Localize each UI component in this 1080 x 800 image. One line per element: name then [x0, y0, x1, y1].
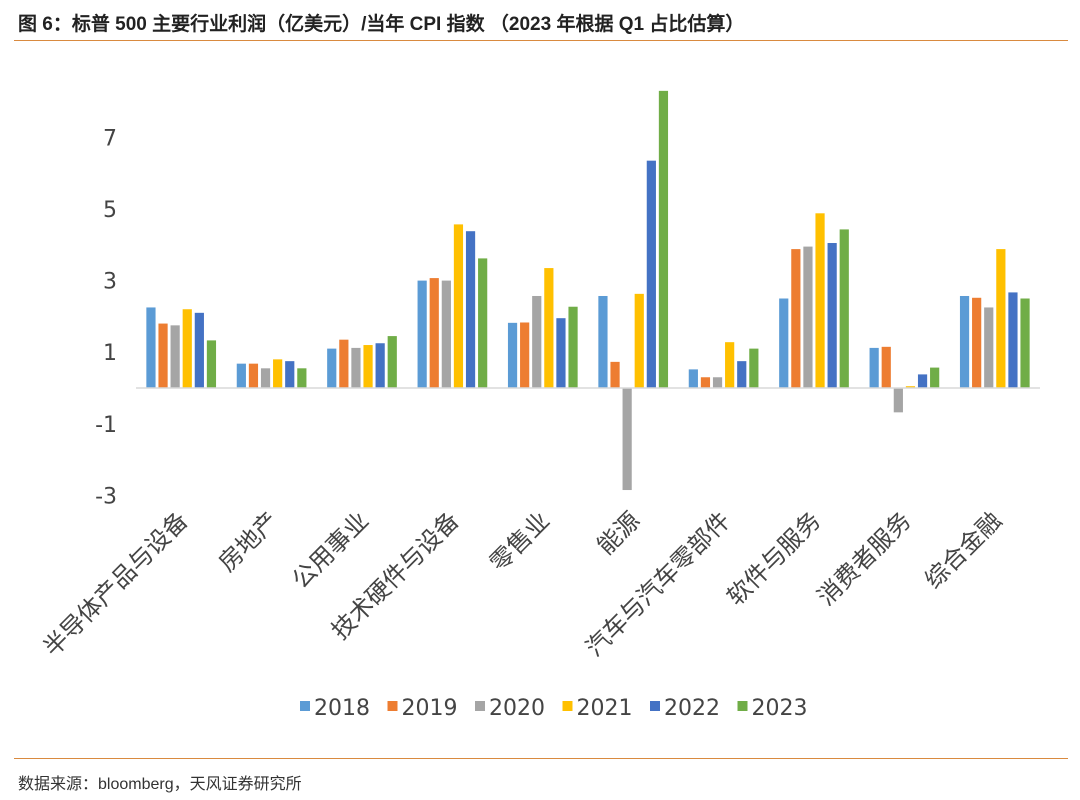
bar-2018-1 — [236, 363, 246, 388]
title-divider — [14, 40, 1068, 41]
bar-2018-4 — [507, 322, 518, 388]
bar-2018-6 — [688, 369, 698, 388]
bar-2022-7 — [827, 243, 837, 388]
x-category-label: 综合金融 — [919, 506, 1007, 594]
bar-2023-8 — [930, 367, 940, 388]
bar-2019-9 — [972, 297, 982, 388]
y-tick-label: 5 — [103, 198, 117, 223]
y-tick-label: 3 — [103, 270, 117, 295]
bar-2019-1 — [248, 363, 259, 388]
y-tick-label: -1 — [95, 413, 117, 438]
bar-2018-3 — [417, 280, 427, 388]
bar-2021-1 — [273, 359, 283, 388]
bar-2023-3 — [478, 258, 488, 388]
bar-2021-2 — [363, 345, 373, 388]
legend-label: 2021 — [577, 696, 633, 721]
bar-2020-3 — [441, 280, 451, 388]
bar-2023-9 — [1020, 298, 1030, 388]
bar-2018-7 — [779, 298, 789, 388]
bar-2022-9 — [1008, 292, 1018, 388]
bar-2023-0 — [206, 340, 217, 388]
legend-label: 2022 — [664, 696, 720, 721]
legend-label: 2018 — [314, 696, 370, 721]
bar-2022-2 — [375, 343, 385, 388]
bar-2020-4 — [532, 295, 542, 388]
bar-2022-0 — [194, 312, 204, 388]
bar-2020-5 — [622, 388, 632, 491]
x-category-label: 半导体产品与设备 — [38, 506, 194, 662]
bar-2023-5 — [658, 90, 669, 389]
bar-2022-5 — [646, 160, 656, 388]
bar-2023-7 — [839, 229, 849, 388]
bar-2023-2 — [387, 336, 397, 388]
bar-2021-3 — [453, 224, 464, 388]
bar-2020-0 — [170, 325, 180, 388]
bar-2021-7 — [815, 213, 825, 388]
bar-2020-6 — [712, 377, 723, 388]
bar-2021-0 — [182, 309, 192, 388]
x-category-label: 公用事业 — [287, 506, 375, 594]
bar-2018-8 — [869, 347, 879, 388]
bar-2020-9 — [984, 307, 994, 388]
bar-2019-6 — [700, 377, 711, 388]
y-tick-label: 7 — [103, 126, 117, 151]
bar-2023-1 — [297, 368, 307, 388]
bar-2020-8 — [893, 388, 903, 413]
legend-swatch-2018 — [300, 701, 310, 711]
legend-swatch-2023 — [737, 701, 748, 711]
bar-2019-3 — [429, 278, 439, 388]
bar-series — [146, 90, 1030, 491]
bar-2022-8 — [917, 374, 928, 388]
figure-title: 图 6：标普 500 主要行业利润（亿美元）/当年 CPI 指数 （2023 年… — [18, 14, 745, 35]
bar-2021-4 — [544, 268, 554, 388]
x-category-label: 能源 — [592, 506, 646, 560]
bar-2022-6 — [737, 361, 747, 388]
y-tick-label: 1 — [103, 341, 117, 366]
y-tick-label: -3 — [95, 484, 117, 509]
legend-swatch-2019 — [387, 701, 398, 711]
source-divider — [14, 758, 1068, 759]
bar-2020-7 — [803, 246, 813, 388]
bar-2018-0 — [146, 307, 156, 388]
bar-2019-5 — [610, 361, 620, 388]
chart-legend: 2018 2019 2020 2021 2022 2023 — [300, 696, 808, 721]
bar-2023-6 — [749, 348, 759, 388]
bar-2019-8 — [881, 346, 891, 388]
legend-swatch-2021 — [562, 701, 573, 711]
bar-2018-2 — [327, 348, 337, 388]
bar-2023-4 — [568, 306, 578, 388]
bar-2021-6 — [725, 342, 735, 388]
x-category-label: 软件与服务 — [722, 506, 827, 611]
legend-label: 2019 — [402, 696, 458, 721]
legend-swatch-2022 — [650, 701, 660, 711]
x-category-label: 消费者服务 — [812, 506, 917, 611]
bar-2019-0 — [158, 323, 168, 388]
bar-2020-2 — [351, 347, 361, 388]
x-category-label: 房地产 — [213, 506, 284, 577]
bar-2019-2 — [339, 339, 349, 388]
bar-2019-4 — [520, 322, 530, 388]
bar-2018-9 — [959, 295, 970, 388]
bar-2021-8 — [905, 386, 916, 388]
bar-2021-5 — [634, 293, 644, 388]
bar-2022-3 — [465, 231, 476, 388]
bar-2020-1 — [260, 368, 271, 388]
bar-2022-4 — [556, 318, 566, 388]
legend-swatch-2020 — [475, 701, 485, 711]
legend-label: 2023 — [752, 696, 808, 721]
bar-2022-1 — [285, 361, 295, 388]
y-axis-ticks: 7 5 3 1 -1 -3 — [95, 126, 117, 509]
legend-label: 2020 — [489, 696, 545, 721]
bar-2018-5 — [598, 295, 608, 388]
source-note: 数据来源：bloomberg，天风证券研究所 — [18, 776, 302, 793]
bar-2019-7 — [791, 249, 801, 388]
x-category-label: 零售业 — [484, 506, 555, 577]
bar-2021-9 — [996, 249, 1006, 388]
